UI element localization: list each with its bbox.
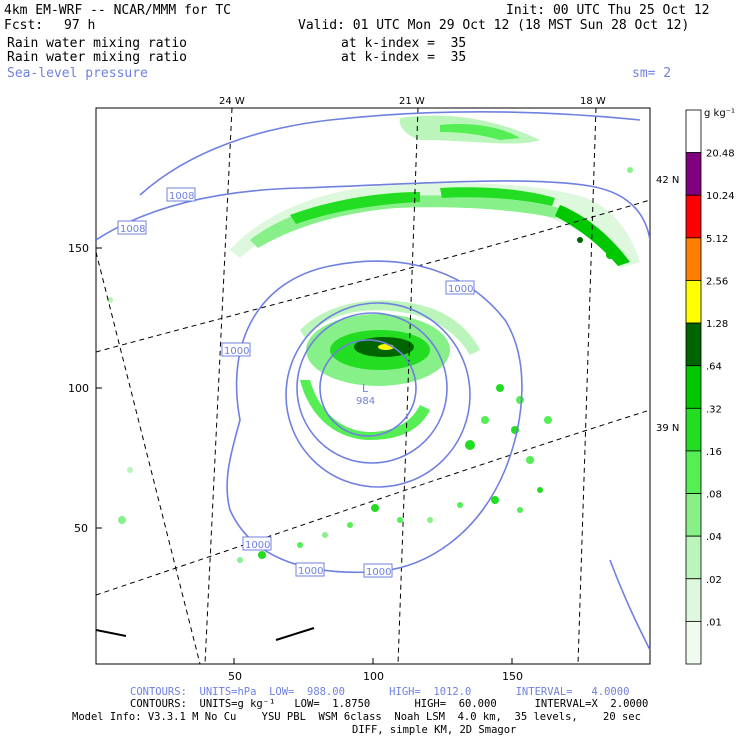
colorbar-level-label: .16 [706,447,722,458]
colorbar-swatch [685,578,702,622]
bottom-axis: 50 100 150 [228,658,523,683]
isobar-label: 1008 [120,224,145,235]
model-info: Model Info: V3.3.1 M No Cu YSU PBL WSM 6… [72,711,641,723]
isobar-label-group: 1008 1008 1000 1000 1000 1000 1000 [117,187,475,578]
colorbar-swatch [685,493,702,537]
colorbar-swatch [685,109,702,154]
forecast-hours: 97 h [64,18,96,33]
lon-label: 24 W [219,96,245,107]
field-2-name: Rain water mixing ratio [7,50,188,65]
isobar-label: 1000 [298,566,323,577]
left-tick-label: 150 [68,242,89,255]
isobar-label: 1000 [448,284,473,295]
low-center-pressure: 984 [356,396,375,407]
colorbar-swatch [685,450,702,494]
field-2-level: at k-index = 35 [341,50,467,65]
colorbar-level-label: .01 [706,617,722,628]
colorbar-level-label: .64 [706,362,722,373]
longitude-labels: 24 W 21 W 18 W [219,96,606,107]
lat-label: 42 N [656,175,679,186]
field-3-name: Sea-level pressure [7,66,148,81]
lat-lon-grid [96,108,650,664]
colorbar-swatch [685,152,702,196]
colorbar-swatch [685,194,702,239]
colorbar-level-label: .32 [706,404,722,415]
bottom-tick-label: 100 [363,670,384,683]
lon-label: 21 W [399,96,425,107]
isobar-label: 1008 [169,191,194,202]
left-tick-label: 100 [68,382,89,395]
colorbar-swatch [685,407,702,452]
coast-segment [96,629,127,637]
colorbar-level-label: 5.12 [706,234,728,245]
colorbar: g kg⁻¹ 20.48 10.24 5.12 2.56 1.28 .64 .32 .16 .0… [685,108,735,665]
rain-water-shading [107,115,640,563]
isobar-label: 1000 [366,567,391,578]
colorbar-swatch [685,365,702,409]
lon-label: 18 W [580,96,606,107]
left-axis: 150 100 50 [68,242,102,535]
coast-segment [275,627,315,641]
colorbar-swatch [685,237,702,281]
colorbar-swatch [685,322,702,367]
colorbar-units: g kg⁻¹ [704,108,735,119]
colorbar-level-label: .04 [706,532,722,543]
model-title: 4km EM-WRF -- NCAR/MMM for TC [4,3,231,18]
colorbar-level-label: 20.48 [706,149,735,160]
colorbar-swatch [685,535,702,580]
init-time: Init: 00 UTC Thu 25 Oct 12 [506,3,710,18]
isobar-label: 1000 [224,346,249,357]
colorbar-level-label: 2.56 [706,276,728,287]
isobar-label: 1000 [245,540,270,551]
field-1-name: Rain water mixing ratio [7,36,188,51]
colorbar-swatch [685,280,702,324]
field-1-level: at k-index = 35 [341,36,467,51]
colorbar-level-label: 10.24 [706,191,735,202]
isobars [96,110,650,651]
bottom-tick-label: 150 [502,670,523,683]
bottom-tick-label: 50 [228,670,242,683]
lat-label: 39 N [656,423,679,434]
smoothing-label: sm= 2 [632,66,672,81]
colorbar-level-label: .02 [706,575,722,586]
low-center-symbol: L [362,382,369,395]
colorbar-level-label: 1.28 [706,319,728,330]
valid-time: Valid: 01 UTC Mon 29 Oct 12 (18 MST Sun … [298,18,690,33]
contour-info-rain: CONTOURS: UNITS=g kg⁻¹ LOW= 1.8750 HIGH=… [130,698,649,710]
forecast-label: Fcst: [4,18,44,33]
colorbar-level-label: .08 [706,490,722,501]
contour-info-pressure: CONTOURS: UNITS=hPa LOW= 988.00 HIGH= 10… [130,686,630,698]
left-tick-label: 50 [74,522,88,535]
latitude-labels: 42 N 39 N [656,175,679,434]
diffusion-info: DIFF, simple KM, 2D Smagor [352,724,517,736]
colorbar-swatch [685,620,702,665]
